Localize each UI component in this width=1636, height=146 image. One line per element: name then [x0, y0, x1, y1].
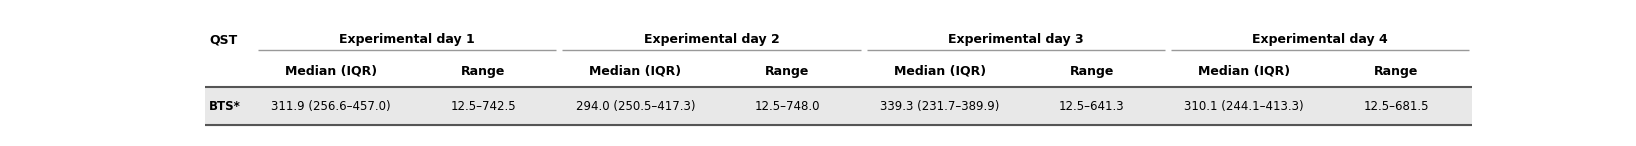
- Text: Experimental day 3: Experimental day 3: [947, 33, 1083, 46]
- Text: 12.5–742.5: 12.5–742.5: [450, 100, 515, 113]
- Text: 311.9 (256.6–457.0): 311.9 (256.6–457.0): [272, 100, 391, 113]
- Text: Range: Range: [1070, 65, 1114, 78]
- Text: Range: Range: [1374, 65, 1418, 78]
- Text: Experimental day 4: Experimental day 4: [1252, 33, 1387, 46]
- Text: 294.0 (250.5–417.3): 294.0 (250.5–417.3): [576, 100, 695, 113]
- Text: 12.5–681.5: 12.5–681.5: [1363, 100, 1430, 113]
- Text: Median (IQR): Median (IQR): [285, 65, 376, 78]
- Text: QST: QST: [209, 33, 237, 46]
- Text: BTS*: BTS*: [209, 100, 240, 113]
- Text: 12.5–748.0: 12.5–748.0: [754, 100, 820, 113]
- Text: 339.3 (231.7–389.9): 339.3 (231.7–389.9): [880, 100, 1000, 113]
- Text: Range: Range: [461, 65, 506, 78]
- Text: Median (IQR): Median (IQR): [1198, 65, 1291, 78]
- Text: Experimental day 2: Experimental day 2: [643, 33, 779, 46]
- Text: 310.1 (244.1–413.3): 310.1 (244.1–413.3): [1184, 100, 1304, 113]
- Text: Range: Range: [766, 65, 810, 78]
- Bar: [204, 56, 1472, 87]
- Text: Median (IQR): Median (IQR): [589, 65, 682, 78]
- Text: 12.5–641.3: 12.5–641.3: [1058, 100, 1124, 113]
- Bar: [204, 87, 1472, 125]
- Bar: [204, 24, 1472, 56]
- Text: Median (IQR): Median (IQR): [893, 65, 987, 78]
- Text: Experimental day 1: Experimental day 1: [339, 33, 474, 46]
